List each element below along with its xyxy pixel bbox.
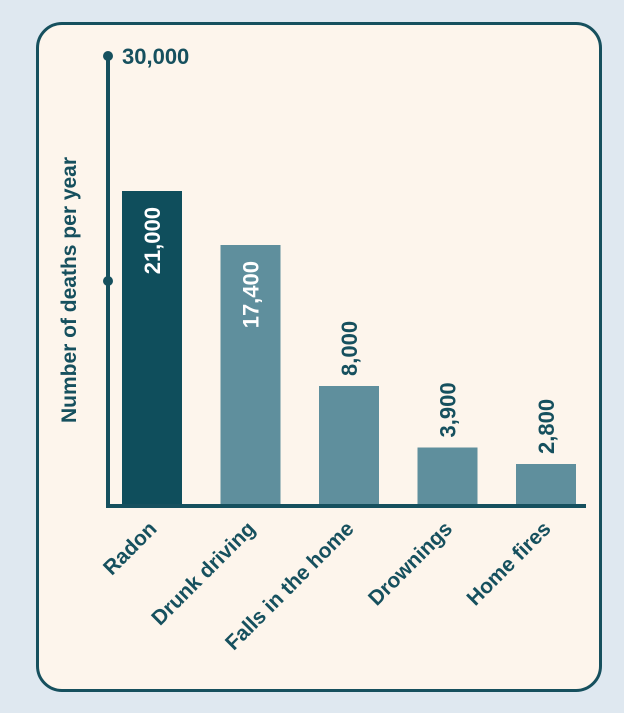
- y-tick-label-30000: 30,000: [122, 44, 189, 69]
- value-label-radon: 21,000: [140, 207, 165, 274]
- category-label-radon: Radon: [99, 517, 161, 579]
- bar-falls-in-the-home: [319, 386, 379, 506]
- value-label-falls-in-the-home: 8,000: [337, 321, 362, 376]
- value-label-home-fires: 2,800: [534, 399, 559, 454]
- value-label-drownings: 3,900: [436, 382, 461, 437]
- y-tick-dot-15000: [103, 276, 113, 286]
- category-label-drunk-driving: Drunk driving: [147, 517, 260, 630]
- value-label-drunk-driving: 17,400: [239, 261, 264, 328]
- category-label-home-fires: Home fires: [463, 517, 556, 610]
- axes-group: [103, 51, 586, 508]
- bar-radon: [122, 191, 182, 506]
- y-tick-dot-30000: [103, 51, 113, 61]
- bars-group: [122, 191, 576, 506]
- category-label-drownings: Drownings: [364, 517, 457, 610]
- bar-drownings: [417, 447, 478, 506]
- y-axis-title: Number of deaths per year: [58, 157, 81, 423]
- bar-home-fires: [516, 464, 576, 506]
- bar-drunk-driving: [220, 245, 281, 506]
